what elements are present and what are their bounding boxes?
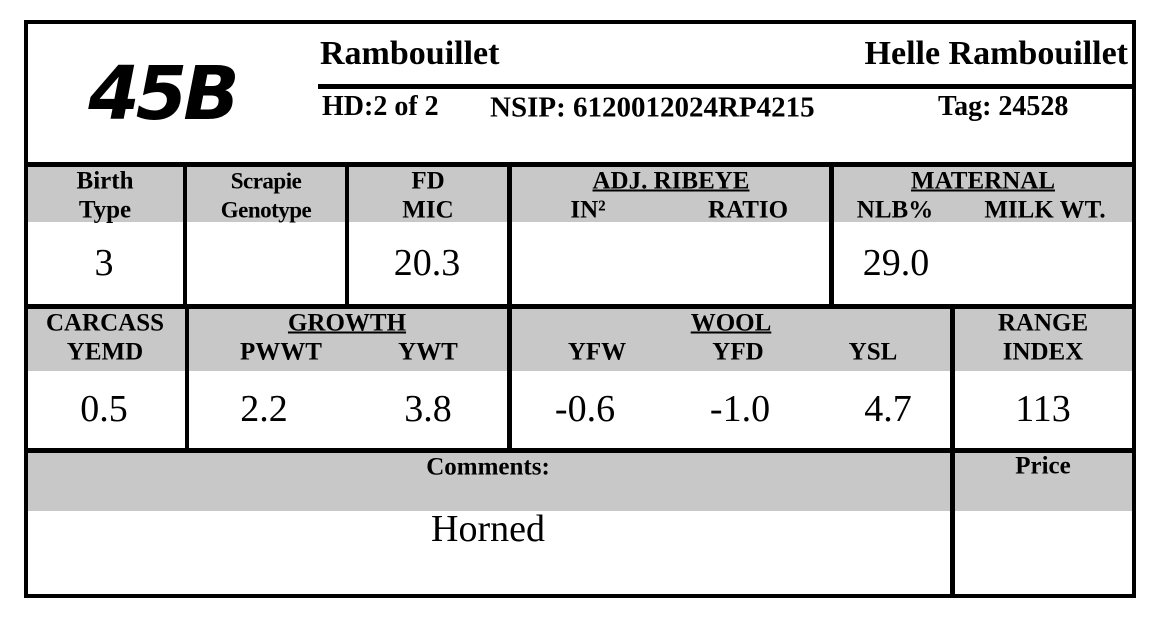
label: Price bbox=[1015, 452, 1071, 480]
label: YEMD bbox=[66, 338, 144, 366]
value: -1.0 bbox=[709, 388, 771, 430]
label: Birth bbox=[76, 167, 134, 195]
label: YFD bbox=[712, 338, 764, 366]
tag: Tag: 24528 bbox=[938, 91, 1069, 122]
value: -0.6 bbox=[554, 388, 616, 430]
label: MIC bbox=[402, 196, 454, 224]
label: Comments: bbox=[426, 453, 550, 481]
rule bbox=[950, 306, 955, 594]
label-band bbox=[26, 167, 1132, 222]
rule bbox=[24, 162, 1134, 167]
consignor: Helle Rambouillet bbox=[864, 35, 1128, 72]
label: MILK WT. bbox=[984, 196, 1106, 224]
rule bbox=[507, 164, 512, 451]
label: CARCASS bbox=[45, 309, 165, 337]
hd: HD:2 of 2 bbox=[322, 91, 439, 122]
value: 3.8 bbox=[404, 388, 452, 430]
value: 0.5 bbox=[80, 388, 128, 430]
label-band bbox=[26, 309, 1132, 371]
rule bbox=[185, 306, 189, 451]
group-title: ADJ. RIBEYE bbox=[592, 167, 750, 195]
comments: Horned bbox=[431, 508, 545, 550]
label: RANGE bbox=[997, 309, 1089, 337]
label-band bbox=[26, 453, 1132, 511]
label: NLB% bbox=[856, 196, 934, 224]
value: 4.7 bbox=[864, 388, 912, 430]
label: Scrapie bbox=[230, 168, 302, 194]
rule bbox=[829, 164, 834, 306]
rule bbox=[318, 84, 1134, 89]
group-title: MATERNAL bbox=[911, 167, 1055, 195]
breed: Rambouillet bbox=[320, 35, 500, 72]
label: INDEX bbox=[1002, 338, 1084, 366]
lot-number: 45B bbox=[88, 51, 239, 137]
value: 3 bbox=[94, 242, 114, 284]
label: IN² bbox=[570, 196, 606, 224]
nsip: NSIP: 6120012024RP4215 bbox=[490, 91, 815, 124]
label: Genotype bbox=[220, 197, 312, 223]
label: YSL bbox=[848, 338, 898, 366]
rule bbox=[183, 164, 187, 306]
value: 20.3 bbox=[393, 242, 461, 284]
rule bbox=[345, 164, 349, 306]
label: PWWT bbox=[240, 338, 322, 366]
value: 2.2 bbox=[240, 388, 288, 430]
label: YFW bbox=[567, 338, 627, 366]
rule bbox=[24, 448, 1134, 453]
value: 29.0 bbox=[862, 242, 930, 284]
label: RATIO bbox=[707, 196, 789, 224]
label: Type bbox=[78, 196, 132, 224]
value: 113 bbox=[1015, 388, 1071, 430]
label: YWT bbox=[398, 338, 458, 366]
group-title: WOOL bbox=[690, 309, 772, 337]
rule bbox=[24, 304, 1134, 309]
label: FD bbox=[411, 167, 445, 195]
group-title: GROWTH bbox=[287, 309, 407, 337]
outer-border bbox=[24, 20, 1136, 598]
